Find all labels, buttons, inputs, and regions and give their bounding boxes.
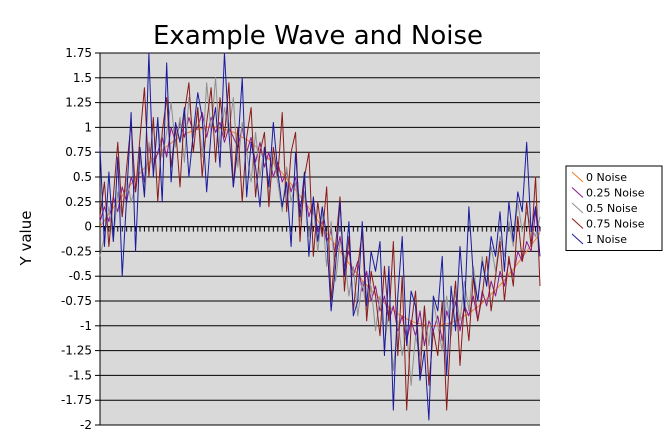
legend-swatch [571, 187, 584, 198]
y-tick-label: -1.75 [61, 393, 92, 407]
y-tick-label: -2 [80, 418, 92, 432]
y-tick-label: 0.5 [73, 170, 92, 184]
legend-swatch [571, 218, 584, 229]
series-lines [99, 52, 541, 421]
legend-swatch [571, 202, 584, 214]
y-tick-label: 1.25 [65, 96, 92, 110]
legend-label: 0.75 Noise [586, 218, 645, 231]
legend-swatch [571, 171, 584, 183]
y-tick-label: 1.75 [65, 46, 92, 60]
y-axis-label: Y value [17, 211, 35, 267]
gridlines [100, 52, 540, 426]
y-tick-label: -1.5 [69, 368, 92, 382]
y-tick-label: 1.5 [73, 71, 92, 85]
y-tick-label: -1.25 [61, 344, 92, 358]
legend: 0 Noise 0.25 Noise 0.5 Noise 0.75 Noise 1 No… [565, 165, 663, 251]
plot-area [100, 53, 540, 425]
y-tick-label: -0.25 [61, 244, 92, 258]
y-tick-label: -0.5 [69, 269, 92, 283]
series-line [99, 52, 541, 421]
y-tick-label: 0 [84, 220, 92, 234]
series-line [99, 77, 541, 386]
y-tick-label: -1 [80, 319, 92, 333]
y-axis-ticks: 1.75 1.5 1.25 1 0.75 0.5 0.25 0 -0.25 -0.5 -0.75 -1… [61, 46, 101, 432]
legend-swatch [571, 233, 584, 245]
legend-label: 0.25 Noise [586, 187, 645, 200]
legend-box [565, 165, 663, 251]
y-tick-label: -0.75 [61, 294, 92, 308]
legend-label: 1 Noise [586, 233, 627, 246]
y-tick-label: 0.75 [65, 145, 92, 159]
legend-label: 0.5 Noise [586, 202, 638, 215]
y-tick-label: 1 [84, 120, 92, 134]
chart-title: Example Wave and Noise [153, 21, 483, 51]
y-tick-label: 0.25 [65, 195, 92, 209]
legend-label: 0 Noise [586, 171, 627, 184]
